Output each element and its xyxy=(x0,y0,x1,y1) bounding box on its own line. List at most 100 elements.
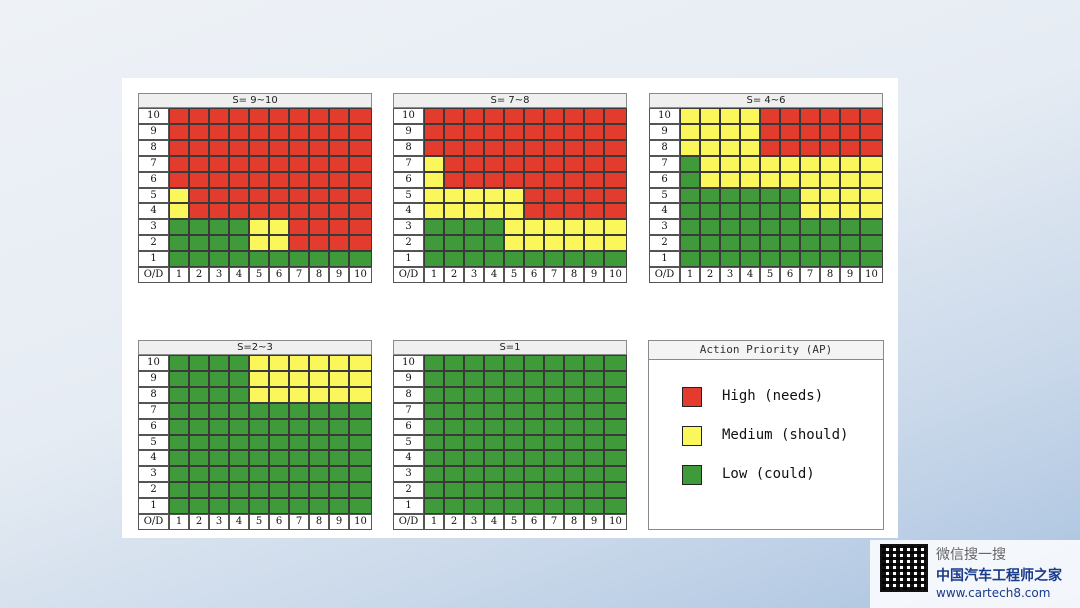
heatmap-cell xyxy=(564,235,584,251)
heatmap-cell xyxy=(700,203,720,219)
heatmap-cell xyxy=(229,371,249,387)
heatmap-cell xyxy=(289,371,309,387)
heatmap-cell xyxy=(189,124,209,140)
heatmap-cell xyxy=(209,188,229,203)
heatmap-cell xyxy=(329,435,349,450)
heatmap-cell xyxy=(504,172,524,188)
y-tick-label: 3 xyxy=(393,466,424,482)
panel-title: S=1 xyxy=(393,340,627,355)
heatmap-cell xyxy=(700,251,720,267)
x-tick-label: 7 xyxy=(289,267,309,283)
heatmap-cell xyxy=(169,203,189,219)
heatmap-cell xyxy=(584,124,604,140)
heatmap-cell xyxy=(760,124,780,140)
heatmap-cell xyxy=(444,371,464,387)
heatmap-cell xyxy=(229,387,249,403)
heatmap-cell xyxy=(329,219,349,235)
y-tick-label: 6 xyxy=(393,419,424,435)
heatmap-cell xyxy=(760,172,780,188)
x-tick-label: 10 xyxy=(604,514,627,530)
heatmap-cell xyxy=(249,188,269,203)
heatmap-cell xyxy=(444,140,464,156)
heatmap-cell xyxy=(309,140,329,156)
x-tick-label: 3 xyxy=(464,514,484,530)
heatmap-cell xyxy=(584,419,604,435)
heatmap-cell xyxy=(169,251,189,267)
x-tick-label: 6 xyxy=(524,514,544,530)
heatmap-cell xyxy=(209,235,229,251)
heatmap-cell xyxy=(700,124,720,140)
heatmap-cell xyxy=(484,435,504,450)
x-tick-label: 8 xyxy=(820,267,840,283)
heatmap-cell xyxy=(269,188,289,203)
y-tick-label: 7 xyxy=(393,156,424,172)
heatmap-cell xyxy=(860,124,883,140)
heatmap-cell xyxy=(604,188,627,203)
heatmap-cell xyxy=(169,450,189,466)
watermark-url: www.cartech8.com xyxy=(936,586,1051,600)
x-tick-label: 9 xyxy=(840,267,860,283)
heatmap-cell xyxy=(524,498,544,514)
heatmap-cell xyxy=(189,203,209,219)
heatmap-cell xyxy=(604,450,627,466)
heatmap-cell xyxy=(169,355,189,371)
heatmap-cell xyxy=(700,140,720,156)
heatmap-cell xyxy=(504,108,524,124)
heatmap-cell xyxy=(289,140,309,156)
y-tick-label: 1 xyxy=(138,251,169,267)
heatmap-cell xyxy=(229,419,249,435)
heatmap-cell xyxy=(544,498,564,514)
legend-label-medium: Medium (should) xyxy=(722,427,849,443)
heatmap-cell xyxy=(349,482,372,498)
heatmap-cell xyxy=(604,466,627,482)
x-tick-label: 5 xyxy=(504,514,524,530)
heatmap-cell xyxy=(444,482,464,498)
x-tick-label: 2 xyxy=(189,514,209,530)
heatmap-cell xyxy=(820,172,840,188)
axis-corner-label: O/D xyxy=(393,267,424,283)
heatmap-cell xyxy=(604,203,627,219)
heatmap-cell xyxy=(564,140,584,156)
heatmap-cell xyxy=(289,156,309,172)
heatmap-cell xyxy=(349,387,372,403)
heatmap-cell xyxy=(229,124,249,140)
heatmap-cell xyxy=(720,156,740,172)
heatmap-cell xyxy=(229,188,249,203)
y-tick-label: 4 xyxy=(393,450,424,466)
heatmap-cell xyxy=(309,172,329,188)
heatmap-cell xyxy=(249,124,269,140)
heatmap-cell xyxy=(349,108,372,124)
heatmap-cell xyxy=(289,355,309,371)
heatmap-cell xyxy=(349,235,372,251)
heatmap-cell xyxy=(209,108,229,124)
heatmap-cell xyxy=(800,251,820,267)
heatmap-cell xyxy=(584,387,604,403)
heatmap-cell xyxy=(349,188,372,203)
heatmap-cell xyxy=(464,498,484,514)
heatmap-panel: S= 9~10 10 9 8 7 6 5 4 3 2 1 O/D 1 2 3 4 5 6 7 8 9 10 xyxy=(138,93,372,283)
y-tick-label: 8 xyxy=(138,140,169,156)
heatmap-cell xyxy=(484,482,504,498)
heatmap-cell xyxy=(464,235,484,251)
heatmap-cell xyxy=(169,235,189,251)
heatmap-cell xyxy=(464,108,484,124)
heatmap-cell xyxy=(484,466,504,482)
y-tick-label: 6 xyxy=(649,172,680,188)
x-tick-label: 2 xyxy=(189,267,209,283)
heatmap-cell xyxy=(444,156,464,172)
y-tick-label: 10 xyxy=(393,108,424,124)
heatmap-cell xyxy=(349,203,372,219)
x-tick-label: 8 xyxy=(564,514,584,530)
heatmap-cell xyxy=(269,371,289,387)
y-tick-label: 7 xyxy=(138,403,169,419)
heatmap-cell xyxy=(484,203,504,219)
heatmap-cell xyxy=(484,219,504,235)
heatmap-cell xyxy=(329,403,349,419)
heatmap-cell xyxy=(289,403,309,419)
heatmap-cell xyxy=(504,498,524,514)
heatmap-cell xyxy=(289,203,309,219)
heatmap-cell xyxy=(680,251,700,267)
heatmap-cell xyxy=(544,108,564,124)
heatmap-cell xyxy=(269,219,289,235)
heatmap-cell xyxy=(289,108,309,124)
